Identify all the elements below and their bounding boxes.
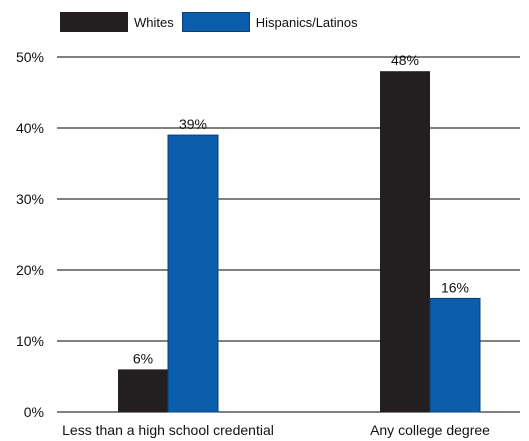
data-label-hispanics-latinos-2: 16% bbox=[441, 279, 469, 295]
data-label-whites-1: 6% bbox=[133, 350, 153, 366]
y-tick-label-10: 10% bbox=[16, 333, 44, 349]
bar-whites-1 bbox=[118, 369, 168, 412]
legend-swatch-hispanics-latinos bbox=[181, 12, 250, 32]
y-tick-label-40: 40% bbox=[16, 120, 44, 136]
bar-whites-2 bbox=[380, 71, 430, 412]
legend-label-whites: Whites bbox=[134, 14, 174, 30]
legend-item-whites: Whites bbox=[60, 12, 174, 32]
data-label-hispanics-latinos-1: 39% bbox=[179, 116, 207, 132]
y-tick-label-20: 20% bbox=[16, 262, 44, 278]
legend: Whites Hispanics/Latinos bbox=[60, 12, 366, 32]
y-tick-label-30: 30% bbox=[16, 191, 44, 207]
data-label-whites-2: 48% bbox=[391, 52, 419, 68]
y-tick-label-0: 0% bbox=[24, 404, 44, 420]
bar-hispanics-latinos-1 bbox=[167, 134, 219, 413]
y-tick-label-50: 50% bbox=[16, 49, 44, 65]
legend-label-hispanics-latinos: Hispanics/Latinos bbox=[255, 14, 358, 30]
legend-item-hispanics-latinos: Hispanics/Latinos bbox=[181, 12, 358, 32]
legend-swatch-whites bbox=[60, 12, 128, 32]
bar-hispanics-latinos-2 bbox=[429, 297, 481, 413]
x-category-label-1: Less than a high school credential bbox=[62, 422, 274, 438]
x-category-label-2: Any college degree bbox=[370, 422, 490, 438]
